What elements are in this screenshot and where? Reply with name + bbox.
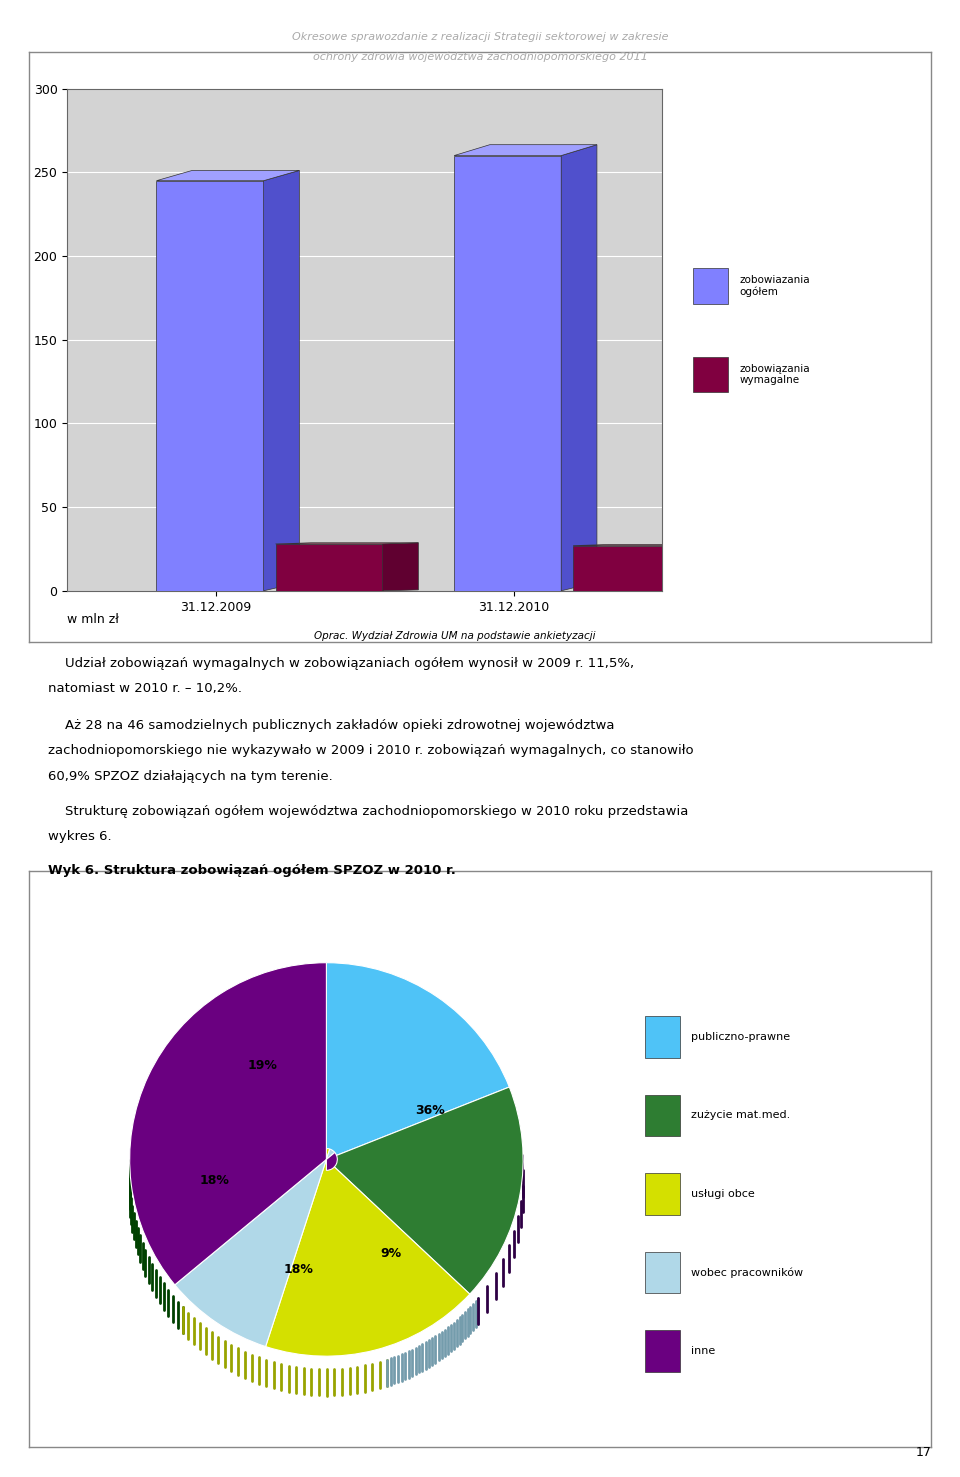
Text: usługi obce: usługi obce xyxy=(691,1189,755,1199)
Text: wobec pracowników: wobec pracowników xyxy=(691,1267,804,1278)
Bar xyxy=(645,1252,680,1294)
Text: 18%: 18% xyxy=(200,1174,229,1188)
Text: Oprac. Wydział Zdrowia UM na podstawie ankietyzacji: Oprac. Wydział Zdrowia UM na podstawie a… xyxy=(314,631,595,641)
Polygon shape xyxy=(156,170,300,180)
Polygon shape xyxy=(264,170,300,591)
Bar xyxy=(573,545,681,591)
Bar xyxy=(645,1016,680,1058)
Bar xyxy=(276,544,383,591)
Text: Udział zobowiązań wymagalnych w zobowiązaniach ogółem wynosił w 2009 r. 11,5%,: Udział zobowiązań wymagalnych w zobowiąz… xyxy=(48,657,635,671)
Bar xyxy=(693,357,728,393)
Polygon shape xyxy=(383,542,419,591)
Polygon shape xyxy=(562,145,597,591)
Text: ochrony zdrowia województwa zachodniopomorskiego 2011: ochrony zdrowia województwa zachodniopom… xyxy=(313,52,647,62)
Text: Aż 28 na 46 samodzielnych publicznych zakładów opieki zdrowotnej województwa: Aż 28 na 46 samodzielnych publicznych za… xyxy=(48,719,614,733)
Text: wykres 6.: wykres 6. xyxy=(48,830,111,843)
Bar xyxy=(645,1331,680,1372)
Wedge shape xyxy=(130,963,337,1285)
Text: publiczno-prawne: publiczno-prawne xyxy=(691,1032,790,1041)
Text: 17: 17 xyxy=(915,1446,931,1459)
Text: zachodniopomorskiego nie wykazywało w 2009 i 2010 r. zobowiązań wymagalnych, co : zachodniopomorskiego nie wykazywało w 20… xyxy=(48,744,694,758)
Wedge shape xyxy=(316,1087,523,1294)
Text: inne: inne xyxy=(691,1346,715,1356)
Text: Strukturę zobowiązań ogółem województwa zachodniopomorskiego w 2010 roku przedst: Strukturę zobowiązań ogółem województwa … xyxy=(48,805,688,818)
Text: zużycie mat.med.: zużycie mat.med. xyxy=(691,1111,790,1121)
Text: natomiast w 2010 r. – 10,2%.: natomiast w 2010 r. – 10,2%. xyxy=(48,682,242,696)
Text: zobowiazania
ogółem: zobowiazania ogółem xyxy=(739,275,810,297)
Text: 19%: 19% xyxy=(248,1059,277,1072)
Wedge shape xyxy=(175,1149,335,1347)
Wedge shape xyxy=(266,1149,469,1356)
Wedge shape xyxy=(316,963,510,1170)
Text: 18%: 18% xyxy=(283,1263,313,1276)
Polygon shape xyxy=(454,145,597,155)
Bar xyxy=(645,1173,680,1214)
Bar xyxy=(693,269,728,304)
Text: Wyk 6. Struktura zobowiązań ogółem SPZOZ w 2010 r.: Wyk 6. Struktura zobowiązań ogółem SPZOZ… xyxy=(48,864,456,877)
Text: 36%: 36% xyxy=(415,1105,444,1118)
Text: 9%: 9% xyxy=(380,1247,401,1260)
Text: 60,9% SPZOZ działających na tym terenie.: 60,9% SPZOZ działających na tym terenie. xyxy=(48,770,333,783)
Bar xyxy=(454,155,562,591)
Bar xyxy=(156,180,264,591)
Text: zobowiązania
wymagalne: zobowiązania wymagalne xyxy=(739,363,810,385)
Text: w mln zł: w mln zł xyxy=(67,613,119,626)
Bar xyxy=(645,1094,680,1136)
Text: Okresowe sprawozdanie z realizacji Strategii sektorowej w zakresie: Okresowe sprawozdanie z realizacji Strat… xyxy=(292,32,668,43)
Polygon shape xyxy=(681,545,716,591)
